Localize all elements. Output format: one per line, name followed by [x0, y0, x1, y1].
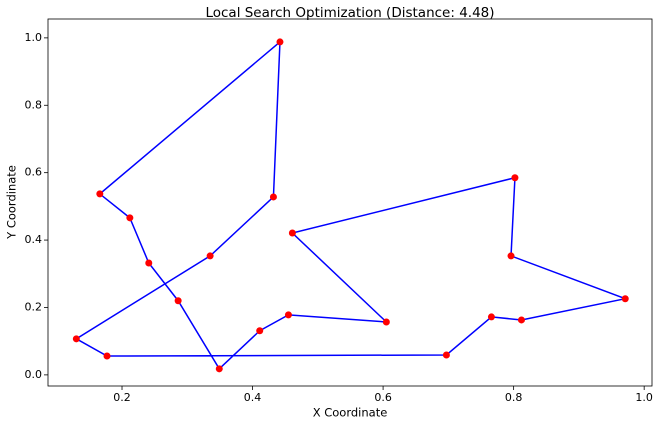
chart-title: Local Search Optimization (Distance: 4.4… [205, 5, 494, 21]
plot-frame [47, 18, 653, 387]
point [256, 327, 264, 335]
y-tick-label: 0.2 [25, 300, 43, 313]
point [72, 335, 80, 343]
point [284, 311, 292, 319]
point [442, 351, 450, 359]
point [487, 313, 495, 321]
point [507, 252, 515, 260]
point [215, 365, 223, 373]
x-tick-label: 0.8 [505, 391, 523, 404]
x-axis-label: X Coordinate [313, 406, 388, 420]
point [621, 295, 629, 303]
point [103, 352, 111, 360]
point [288, 229, 296, 237]
point [517, 316, 525, 324]
x-tick-label: 0.2 [113, 391, 131, 404]
y-tick-label: 0.8 [25, 98, 43, 111]
point [96, 190, 104, 198]
y-axis-label: Y Coordinate [5, 165, 19, 240]
point [276, 38, 284, 46]
point [269, 193, 277, 201]
point [206, 252, 214, 260]
point [382, 318, 390, 326]
y-tick-label: 0.6 [25, 166, 43, 179]
point [511, 174, 519, 182]
x-tick-label: 1.0 [635, 391, 653, 404]
tour-line [74, 40, 628, 370]
point [174, 297, 182, 305]
point [145, 259, 153, 267]
x-tick-label: 0.6 [374, 391, 392, 404]
x-tick-label: 0.4 [244, 391, 262, 404]
y-tick-label: 0.4 [25, 233, 43, 246]
y-tick-label: 1.0 [25, 31, 43, 44]
point [126, 214, 134, 222]
y-tick-label: 0.0 [25, 368, 43, 381]
